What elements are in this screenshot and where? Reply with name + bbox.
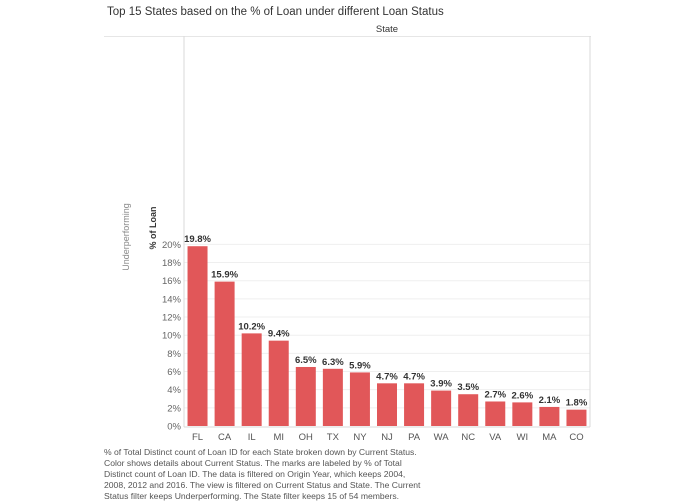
x-tick-label: OH bbox=[299, 432, 313, 443]
data-label: 1.8% bbox=[566, 398, 588, 409]
x-tick-label: CO bbox=[569, 432, 583, 443]
data-label: 4.7% bbox=[403, 371, 425, 382]
y-tick-label: 4% bbox=[167, 385, 181, 396]
bar-pa[interactable] bbox=[404, 383, 425, 426]
bar-tx[interactable] bbox=[322, 368, 343, 426]
x-tick-label: TX bbox=[327, 432, 340, 443]
data-label: 3.9% bbox=[430, 379, 452, 390]
bar-nj[interactable] bbox=[377, 383, 397, 426]
y-tick-label: 14% bbox=[162, 294, 182, 305]
bar-nc[interactable] bbox=[458, 394, 479, 426]
bar-ny[interactable] bbox=[349, 372, 370, 426]
data-label: 6.3% bbox=[322, 357, 344, 368]
data-label: 2.1% bbox=[539, 395, 561, 406]
x-axis-ticks: FL CA IL MI OH TX NY NJ PA WA NC VA WI MA CO bbox=[192, 432, 584, 443]
data-label: 15.9% bbox=[211, 270, 238, 281]
bar-wa[interactable] bbox=[431, 390, 452, 426]
data-label: 5.9% bbox=[349, 360, 371, 371]
y-tick-label: 10% bbox=[162, 331, 182, 342]
bar-ca[interactable] bbox=[214, 281, 235, 426]
bar-oh[interactable] bbox=[295, 366, 316, 426]
x-tick-label: MA bbox=[542, 432, 557, 443]
bar-wi[interactable] bbox=[512, 402, 533, 426]
x-tick-label: NJ bbox=[381, 432, 393, 443]
y-tick-label: 20% bbox=[162, 240, 182, 251]
y-tick-label: 0% bbox=[167, 422, 181, 433]
data-label: 6.5% bbox=[295, 355, 317, 366]
x-tick-label: WI bbox=[517, 432, 529, 443]
bar-ma[interactable] bbox=[539, 406, 560, 426]
data-label: 2.7% bbox=[484, 389, 506, 400]
x-tick-label: PA bbox=[408, 432, 421, 443]
plot-frame bbox=[183, 36, 591, 428]
bars: 19.8% 15.9% 10.2%9.4% 6.5% 6.3% 5.9% 4.7% 4.7% 3… bbox=[184, 234, 588, 426]
x-tick-label: VA bbox=[489, 432, 502, 443]
x-tick-label: IL bbox=[248, 432, 256, 443]
x-tick-label: FL bbox=[192, 432, 203, 443]
x-tick-label: CA bbox=[218, 432, 232, 443]
x-tick-label: NY bbox=[353, 432, 367, 443]
column-header-state: State bbox=[375, 24, 399, 35]
y-axis-ticks: 0% 2% 4% 6% 8% 10% 12% 14% 16% 18% 20% bbox=[162, 240, 182, 433]
y-tick-label: 6% bbox=[167, 367, 181, 378]
x-tick-label: NC bbox=[461, 432, 475, 443]
y-tick-label: 16% bbox=[162, 276, 182, 287]
header-divider bbox=[104, 36, 591, 37]
data-label: 19.8% bbox=[184, 234, 211, 245]
data-label: 2.6% bbox=[512, 390, 534, 401]
bar-co[interactable] bbox=[566, 409, 587, 426]
bar-mi[interactable] bbox=[268, 340, 289, 426]
y-tick-label: 8% bbox=[167, 349, 181, 360]
bar-il[interactable] bbox=[241, 333, 262, 426]
data-label: 9.4% bbox=[268, 329, 290, 340]
chart-title: Top 15 States based on the % of Loan und… bbox=[107, 6, 444, 18]
bar-va[interactable] bbox=[485, 401, 506, 426]
data-label: 3.5% bbox=[457, 382, 479, 393]
data-label: 4.7% bbox=[376, 371, 398, 382]
y-tick-label: 12% bbox=[162, 313, 182, 324]
x-tick-label: MI bbox=[273, 432, 284, 443]
bar-fl[interactable] bbox=[187, 246, 208, 426]
y-tick-label: 18% bbox=[162, 258, 182, 269]
data-label: 10.2% bbox=[238, 321, 265, 332]
y-tick-label: 2% bbox=[167, 403, 181, 414]
x-tick-label: WA bbox=[434, 432, 450, 443]
